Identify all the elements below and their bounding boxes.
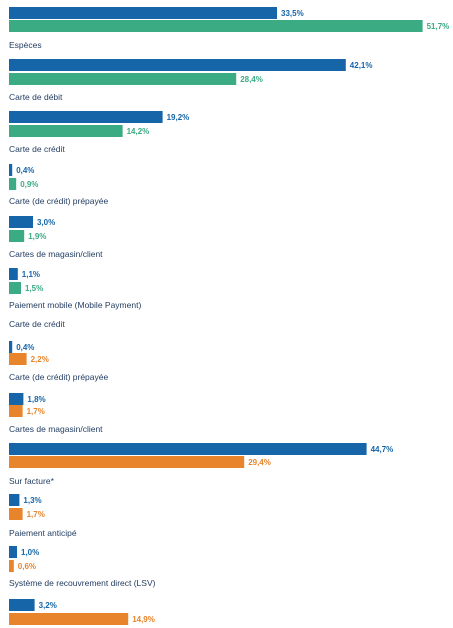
bar-primary-9-label: 44,7% (371, 445, 394, 454)
bar-secondary-2-label: 14,2% (127, 127, 150, 136)
category-label-5: Paiement mobile (Mobile Payment) (9, 300, 141, 310)
bar-primary-3-label: 0,4% (16, 166, 34, 175)
bar-primary-0-label: 33,5% (281, 9, 304, 18)
category-label-8: Cartes de magasin/client (9, 424, 103, 434)
bar-primary-11-label: 1,0% (21, 548, 39, 557)
category-label-1: Carte de débit (9, 92, 63, 102)
bar-primary-7-label: 0,4% (16, 343, 34, 352)
bar-secondary-5-label: 1,5% (25, 284, 43, 293)
bar-secondary-10 (9, 508, 23, 520)
bar-primary-10 (9, 494, 20, 506)
bar-primary-1-label: 42,1% (350, 61, 373, 70)
bar-secondary-7 (9, 353, 27, 365)
bar-secondary-3-label: 0,9% (20, 180, 38, 189)
category-label-11: Système de recouvrement direct (LSV) (9, 578, 156, 588)
bar-primary-4-label: 3,0% (37, 218, 55, 227)
bar-primary-2-label: 19,2% (167, 113, 190, 122)
bar-primary-8-label: 1,8% (27, 395, 45, 404)
bar-primary-4 (9, 216, 33, 228)
bar-primary-11 (9, 546, 17, 558)
bar-secondary-2 (9, 125, 123, 137)
bar-primary-12-label: 3,2% (39, 601, 57, 610)
bar-primary-7 (9, 341, 13, 353)
category-label-7: Carte (de crédit) prépayée (9, 372, 108, 382)
bar-secondary-1 (9, 73, 237, 85)
bar-primary-9 (9, 443, 367, 455)
bar-secondary-8-label: 1,7% (27, 407, 45, 416)
bar-secondary-5 (9, 282, 21, 294)
bar-primary-0 (9, 7, 277, 19)
bar-secondary-11 (9, 560, 14, 572)
bar-primary-2 (9, 111, 163, 123)
bar-secondary-9 (9, 456, 245, 468)
category-label-10: Paiement anticipé (9, 528, 77, 538)
bar-secondary-12 (9, 613, 129, 625)
category-label-6: Carte de crédit (9, 319, 65, 329)
bar-primary-5-label: 1,1% (22, 270, 40, 279)
category-label-4: Cartes de magasin/client (9, 249, 103, 259)
bar-secondary-12-label: 14,9% (132, 615, 155, 624)
bar-secondary-3 (9, 178, 17, 190)
bar-secondary-4 (9, 230, 25, 242)
bar-secondary-11-label: 0,6% (18, 562, 36, 571)
bar-primary-3 (9, 164, 13, 176)
bar-secondary-10-label: 1,7% (27, 510, 45, 519)
bar-primary-12 (9, 599, 35, 611)
bar-primary-1 (9, 59, 346, 71)
bar-secondary-7-label: 2,2% (31, 355, 49, 364)
bar-secondary-9-label: 29,4% (248, 458, 271, 467)
category-label-2: Carte de crédit (9, 144, 65, 154)
bar-secondary-4-label: 1,9% (28, 232, 46, 241)
category-label-0: Espèces (9, 40, 42, 50)
bar-secondary-1-label: 28,4% (240, 75, 263, 84)
bar-secondary-0-label: 51,7% (427, 22, 450, 31)
bar-primary-10-label: 1,3% (23, 496, 41, 505)
bar-primary-8 (9, 393, 24, 405)
category-label-3: Carte (de crédit) prépayée (9, 196, 108, 206)
category-label-9: Sur facture* (9, 476, 55, 486)
bar-primary-5 (9, 268, 18, 280)
bar-secondary-8 (9, 405, 23, 417)
bar-secondary-0 (9, 20, 423, 32)
